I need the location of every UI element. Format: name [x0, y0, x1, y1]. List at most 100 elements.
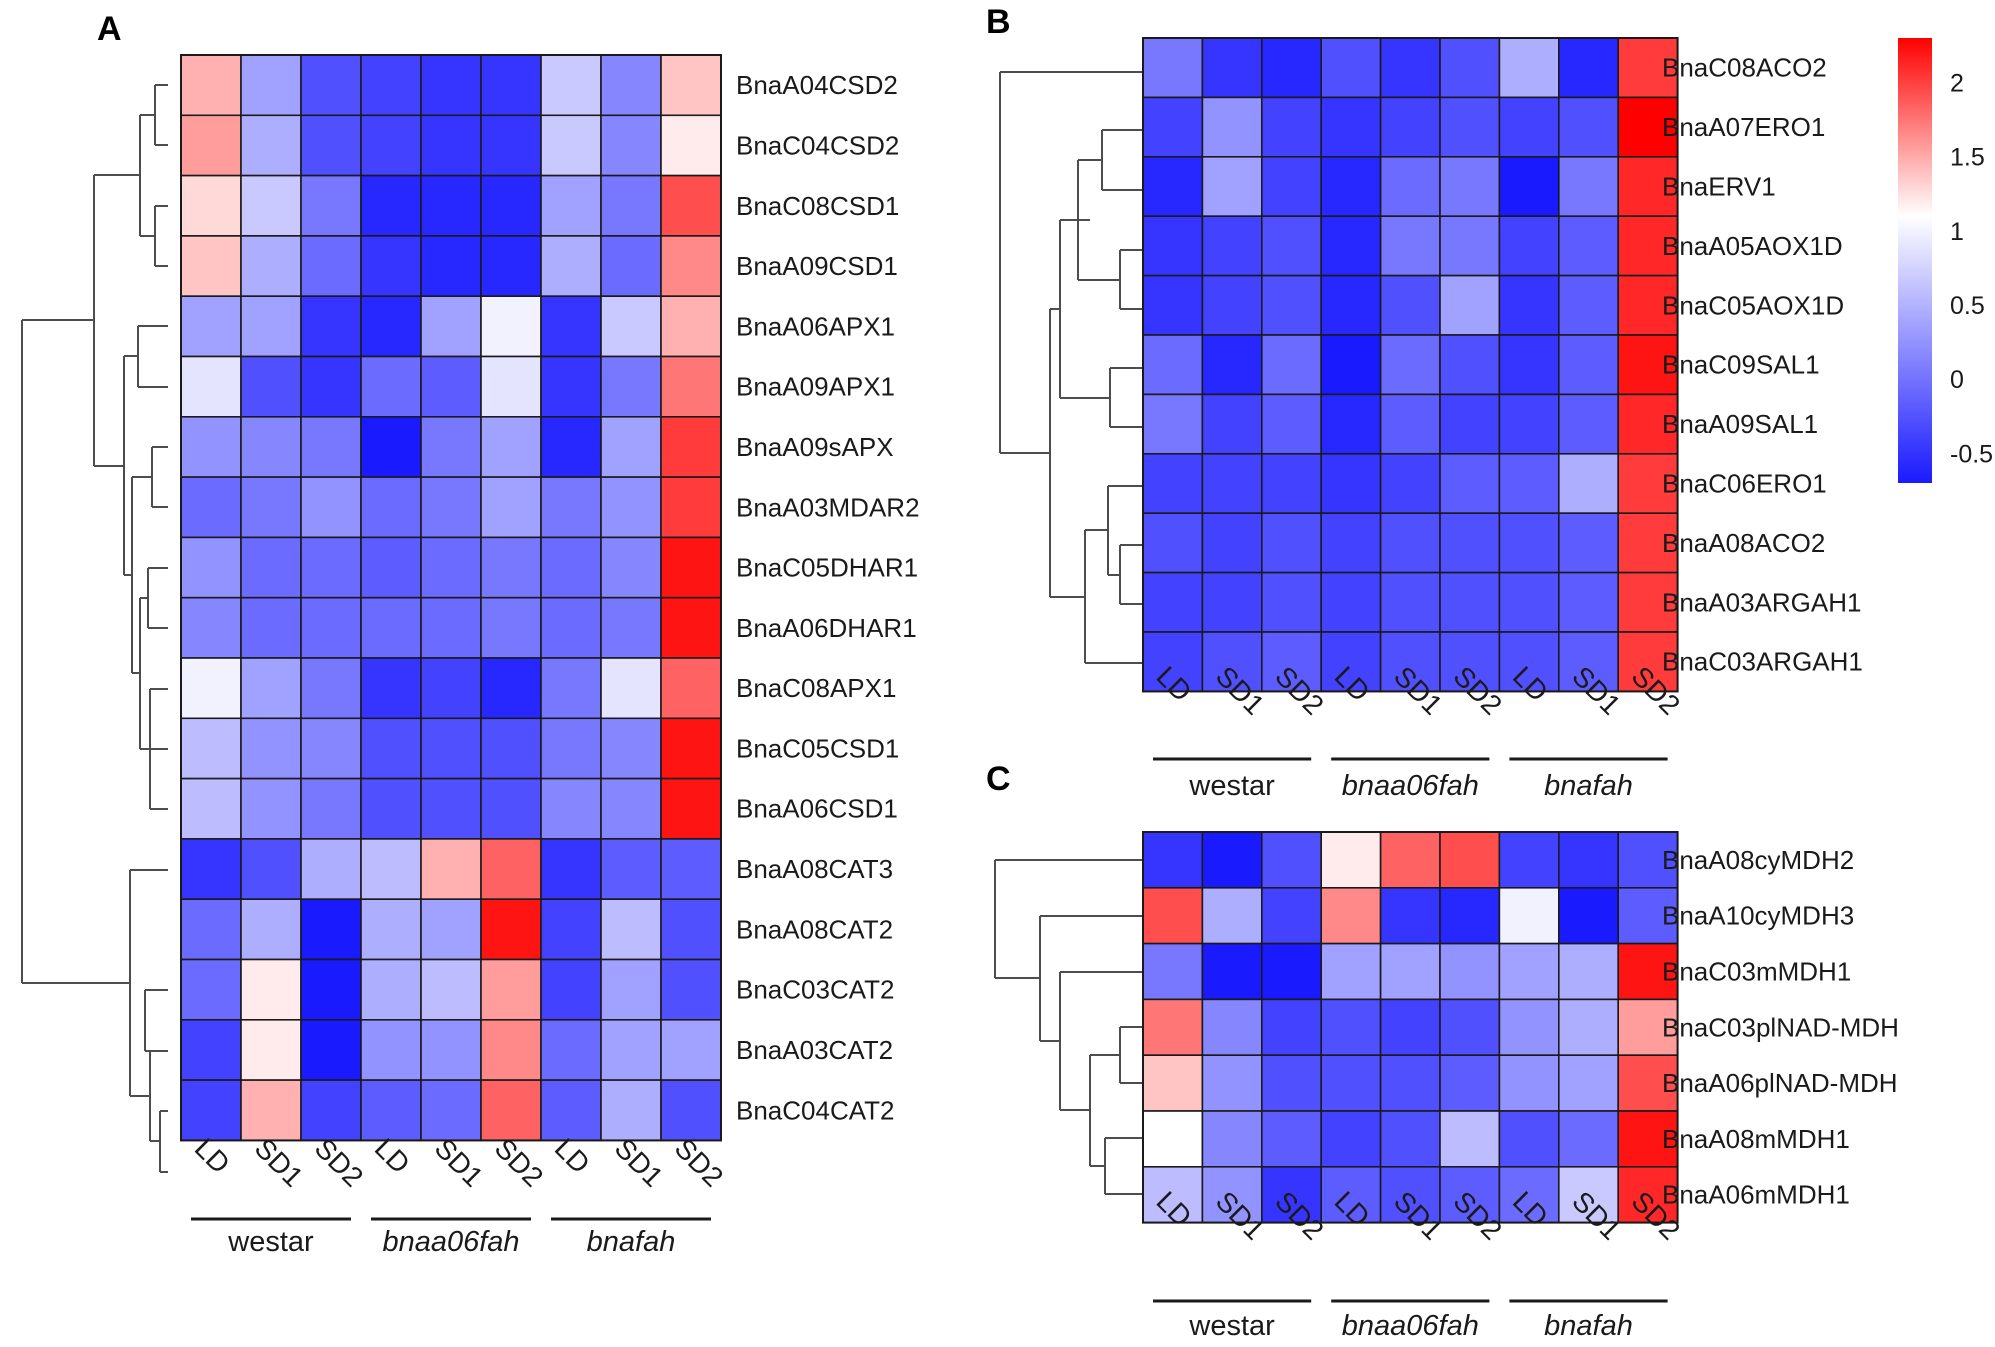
heatmap-cell [1379, 886, 1441, 945]
row-label: BnaA06CSD1 [736, 794, 898, 824]
heatmap-cell [1261, 1110, 1323, 1168]
heatmap-panel-b: BnaC08ACO2 BnaA07ERO1 BnaERV1 BnaA05AOX1D Bn… [999, 37, 1863, 802]
row-label: BnaC09SAL1 [1662, 350, 1820, 380]
panel-letter-c: C [986, 760, 1011, 798]
heatmap-cell [1498, 215, 1560, 277]
heatmap-cell [240, 596, 302, 659]
heatmap-cell [540, 235, 602, 297]
dendrogram-c [994, 859, 1143, 1195]
heatmap-cell [540, 1018, 602, 1081]
row-label: BnaA08cyMDH2 [1662, 845, 1854, 875]
heatmap-cell [1439, 942, 1501, 1001]
row-label: BnaA08CAT3 [736, 854, 893, 884]
heatmap-cell [1142, 96, 1204, 158]
heatmap-cell [1142, 512, 1204, 574]
heatmap-cell [600, 596, 662, 659]
heatmap-cell [1142, 37, 1204, 99]
row-label: BnaA07ERO1 [1662, 112, 1825, 142]
heatmap-border [1142, 37, 1679, 693]
row-label: BnaA08ACO2 [1662, 528, 1825, 558]
heatmap-cell [1320, 274, 1382, 336]
heatmap-cell [1142, 886, 1204, 945]
heatmap-cell [1201, 998, 1263, 1057]
heatmap-cell [1617, 631, 1679, 693]
heatmap-cell [300, 717, 362, 780]
heatmap-cell [420, 415, 482, 478]
heatmap-cell [1142, 942, 1204, 1001]
heatmap-cell [360, 958, 422, 1021]
heatmap-cell [360, 657, 422, 720]
heatmap-cell [660, 355, 722, 418]
heatmap-cell [180, 536, 242, 599]
heatmap-cell [180, 958, 242, 1021]
row-label: BnaC08ACO2 [1662, 53, 1827, 83]
heatmap-cell [1558, 942, 1620, 1001]
heatmap-cell [1201, 512, 1263, 574]
heatmap-cells-a [180, 54, 722, 1142]
heatmap-cells-c [1142, 831, 1679, 1224]
heatmap-cell [300, 536, 362, 599]
heatmap-cell [480, 114, 542, 177]
heatmap-cell [300, 54, 362, 117]
legend-tick-label: -0.5 [1950, 440, 1993, 468]
group-label: westar [227, 1226, 314, 1258]
heatmap-cell [360, 476, 422, 539]
heatmap-cell [1320, 96, 1382, 158]
heatmap-cell [180, 898, 242, 961]
heatmap-cell [1142, 1166, 1204, 1224]
heatmap-cell [1379, 156, 1441, 218]
heatmap-cell [600, 838, 662, 901]
heatmap-cell [420, 54, 482, 117]
heatmap-cell [1439, 96, 1501, 158]
heatmap-cell [1261, 1054, 1323, 1112]
row-label: BnaC03CAT2 [736, 975, 895, 1005]
heatmap-cell [1261, 452, 1323, 514]
heatmap-cell [540, 476, 602, 539]
heatmap-cell [660, 476, 722, 539]
heatmap-cell [660, 295, 722, 358]
heatmap-cell [1320, 942, 1382, 1001]
heatmap-cell [1142, 274, 1204, 336]
heatmap-cell [1558, 1166, 1620, 1224]
heatmap-cell [420, 114, 482, 177]
heatmap-cell [480, 958, 542, 1021]
heatmap-cell [540, 536, 602, 599]
heatmap-cell [360, 898, 422, 961]
heatmap-cell [660, 174, 722, 237]
heatmap-cell [1558, 998, 1620, 1057]
heatmap-cell [240, 1018, 302, 1081]
heatmap-cell [1439, 393, 1501, 455]
heatmap-cell [1379, 274, 1441, 336]
heatmap-cell [240, 355, 302, 418]
legend-colorbar [1898, 38, 1932, 483]
heatmap-cell [1261, 334, 1323, 396]
heatmap-cell [1320, 1110, 1382, 1168]
heatmap-cell [420, 536, 482, 599]
heatmap-cell [600, 536, 662, 599]
row-label: BnaA10cyMDH3 [1662, 901, 1854, 931]
heatmap-cell [1498, 274, 1560, 336]
heatmap-cell [1439, 631, 1501, 693]
heatmap-cell [1142, 831, 1204, 889]
heatmap-cell [1261, 393, 1323, 455]
heatmap-cell [360, 235, 422, 297]
heatmap-cell [180, 596, 242, 659]
heatmap-cell [660, 235, 722, 297]
heatmap-cell [420, 958, 482, 1021]
panel-letter-b: B [986, 3, 1011, 41]
heatmap-cell [1320, 1054, 1382, 1112]
heatmap-cell [1201, 37, 1263, 99]
group-label: bnaa06fah [1342, 1310, 1479, 1342]
heatmap-cell [660, 415, 722, 478]
heatmap-cell [420, 596, 482, 659]
heatmap-cell [420, 898, 482, 961]
heatmap-cell [1379, 512, 1441, 574]
heatmap-cell [240, 295, 302, 358]
heatmap-cell [1617, 1166, 1679, 1224]
heatmap-cell [1558, 215, 1620, 277]
heatmap-cell [600, 476, 662, 539]
heatmap-cell [600, 174, 662, 237]
heatmap-cell [1558, 886, 1620, 945]
heatmap-cell [1142, 571, 1204, 633]
